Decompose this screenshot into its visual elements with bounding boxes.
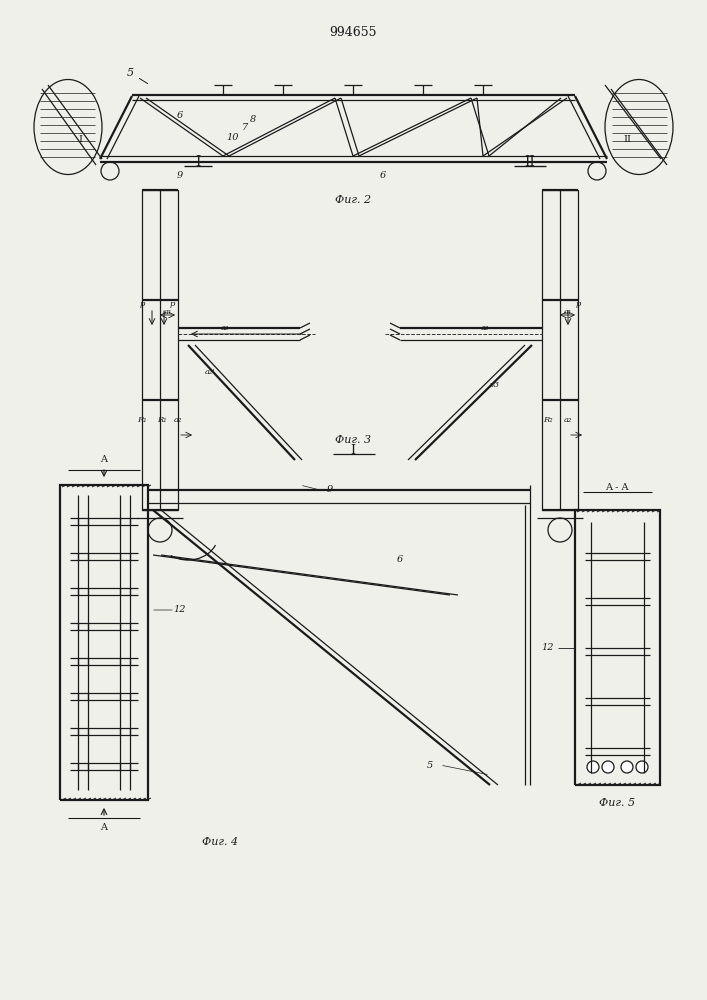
Text: a₂: a₂ (563, 416, 572, 424)
Text: 8: 8 (250, 115, 256, 124)
Text: 6: 6 (397, 556, 403, 564)
Text: A - A: A - A (605, 484, 629, 492)
Text: 12: 12 (174, 605, 186, 614)
Text: R₁: R₁ (157, 416, 167, 424)
Text: a₂': a₂' (205, 368, 216, 376)
Text: I: I (351, 444, 356, 456)
Text: 6: 6 (380, 172, 386, 180)
Text: II: II (525, 155, 535, 169)
Text: p: p (575, 300, 580, 308)
Text: Фиг. 3: Фиг. 3 (335, 435, 371, 445)
Text: A: A (100, 824, 107, 832)
Text: 5: 5 (127, 68, 134, 78)
Text: a₂: a₂ (221, 324, 229, 332)
Text: 9: 9 (327, 486, 333, 494)
Text: v3: v3 (490, 381, 500, 389)
Text: Фиг. 2: Фиг. 2 (335, 195, 371, 205)
Text: A: A (100, 456, 107, 464)
Circle shape (636, 761, 648, 773)
Circle shape (602, 761, 614, 773)
Text: I: I (195, 155, 201, 169)
Text: a₂: a₂ (174, 416, 182, 424)
Circle shape (587, 761, 599, 773)
Text: a₂: a₂ (481, 324, 489, 332)
Text: 994655: 994655 (329, 25, 377, 38)
Text: 5: 5 (427, 760, 433, 770)
Text: p: p (169, 300, 175, 308)
Text: 6: 6 (177, 110, 183, 119)
Text: a₁: a₁ (563, 308, 572, 316)
Text: 9: 9 (177, 172, 183, 180)
Circle shape (621, 761, 633, 773)
Text: p: p (139, 300, 145, 308)
Text: I: I (78, 134, 82, 143)
Text: 12: 12 (542, 644, 554, 652)
Text: Фиг. 5: Фиг. 5 (599, 798, 635, 808)
Text: Фиг. 4: Фиг. 4 (202, 837, 238, 847)
Text: 10: 10 (227, 132, 239, 141)
Text: R₁: R₁ (137, 416, 147, 424)
Text: II: II (623, 134, 631, 143)
Text: 7: 7 (242, 123, 248, 132)
Text: a₁: a₁ (164, 308, 173, 316)
Text: R₂: R₂ (543, 416, 553, 424)
